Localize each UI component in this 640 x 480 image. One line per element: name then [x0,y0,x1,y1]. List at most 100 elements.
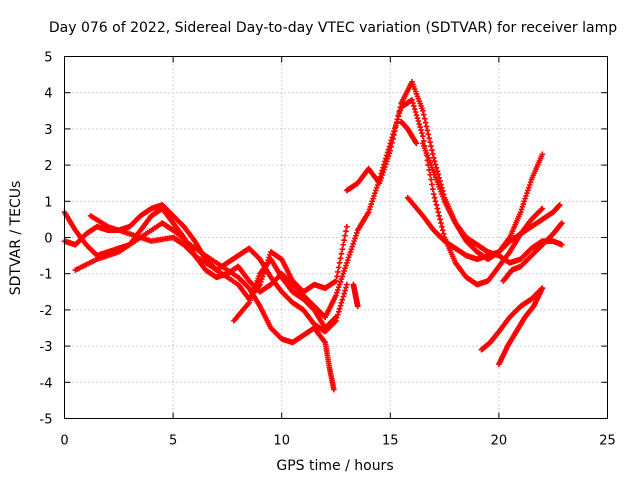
data-point-marker [418,127,424,133]
data-point-marker [368,201,375,207]
data-point-marker [527,179,534,186]
data-point-marker [525,184,532,191]
data-point-marker [335,269,341,275]
data-point-marker [344,281,350,288]
data-point-marker [337,279,344,285]
data-point-marker [386,150,393,157]
data-point-marker [370,195,376,202]
data-point-marker [430,155,437,161]
data-point-marker [258,279,264,285]
data-point-marker [342,287,348,294]
data-point-marker [559,220,565,226]
x-tick-label: 25 [599,434,616,449]
data-point-marker [341,268,347,274]
data-point-marker [539,285,546,291]
data-point-marker [411,103,417,109]
data-point-marker [371,193,377,199]
data-point-marker [417,124,423,130]
data-point-marker [434,205,441,212]
data-point-marker [556,202,563,208]
data-point-marker [433,202,440,208]
data-point-marker [440,231,447,237]
y-tick-label: 1 [44,195,52,210]
data-point-marker [420,111,427,118]
data-point-marker [340,293,347,300]
data-point-marker [392,128,398,134]
data-series [61,79,565,393]
series-track-1 [61,97,546,320]
x-tick-label: 5 [169,434,177,449]
data-point-marker [559,241,565,248]
series-track-5 [231,256,339,331]
data-point-marker [348,246,355,253]
data-point-marker [539,205,546,212]
data-point-marker [526,182,533,188]
series-track-7 [398,118,420,147]
data-point-marker [385,153,392,159]
data-point-marker [388,143,395,150]
data-point-marker [520,201,527,207]
y-tick-label: 0 [44,232,52,247]
data-point-marker [419,130,425,136]
data-point-marker [333,278,339,284]
data-point-marker [351,238,357,244]
data-point-marker [338,299,345,306]
data-point-marker [524,190,530,196]
y-tick-label: 2 [44,159,52,174]
data-point-marker [334,289,340,296]
data-point-marker [411,106,418,112]
data-point-marker [519,203,526,210]
data-point-marker [416,121,423,127]
data-point-marker [335,264,342,271]
data-point-marker [429,181,435,188]
data-point-marker [334,273,340,280]
data-point-marker [393,120,400,126]
data-point-marker [382,161,389,167]
data-point-marker [434,168,441,174]
data-point-marker [389,139,395,146]
data-point-marker [354,230,360,236]
data-point-marker [339,246,346,253]
data-point-marker [369,198,375,205]
data-point-marker [332,315,338,321]
data-point-marker [373,184,380,191]
data-point-marker [347,249,354,255]
data-point-marker [430,151,436,157]
data-point-marker [378,174,385,181]
data-point-marker [422,119,429,126]
x-tick-labels: 0 5 10 15 20 25 [60,434,615,449]
series-track-3 [87,212,350,302]
data-point-marker [413,140,420,147]
data-point-marker [397,104,404,111]
x-axis-label: GPS time / hours [276,458,393,474]
data-point-marker [380,169,386,176]
data-point-marker [338,250,345,257]
data-point-marker [423,123,430,130]
data-point-marker [257,281,263,288]
series-track-8 [404,194,563,263]
series-track-13 [350,281,361,310]
data-point-marker [346,251,353,258]
data-point-marker [439,223,445,230]
data-point-marker [420,133,426,139]
series-track-11 [496,285,546,367]
data-point-marker [428,176,434,183]
data-point-marker [350,241,356,247]
data-point-marker [427,139,433,145]
data-point-marker [438,220,444,226]
data-point-marker [522,195,528,202]
y-tick-label: 5 [44,51,52,66]
data-point-marker [344,260,350,266]
data-point-marker [410,100,416,106]
data-point-marker [420,108,426,114]
y-tick-label: 3 [44,123,52,138]
y-tick-label: -1 [40,268,53,283]
data-point-marker [339,273,346,280]
plot-frame [64,56,608,419]
y-tick-label: -5 [40,413,53,428]
data-point-marker [338,276,345,282]
data-point-marker [424,127,431,134]
data-point-marker [354,303,361,310]
y-tick-label: 4 [44,87,52,102]
data-point-marker [336,305,343,312]
